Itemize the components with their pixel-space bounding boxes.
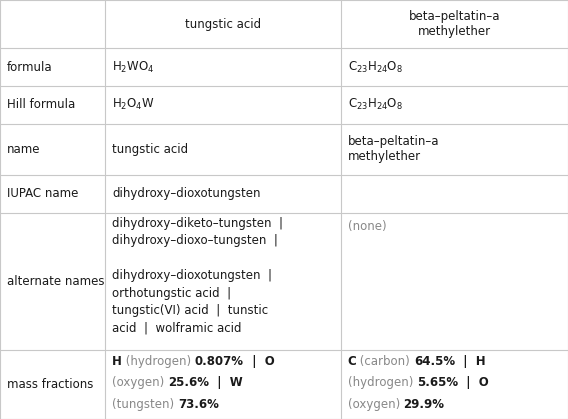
Text: (hydrogen): (hydrogen) <box>348 377 417 390</box>
Text: (oxygen): (oxygen) <box>348 398 404 411</box>
Text: $\mathregular{C_{23}H_{24}O_8}$: $\mathregular{C_{23}H_{24}O_8}$ <box>348 59 403 75</box>
Text: H: H <box>112 355 122 368</box>
Text: C: C <box>348 355 356 368</box>
Text: beta–peltatin–a
methylether: beta–peltatin–a methylether <box>408 10 500 38</box>
Text: 64.5%: 64.5% <box>414 355 455 368</box>
Text: beta–peltatin–a
methylether: beta–peltatin–a methylether <box>348 135 439 163</box>
Text: Hill formula: Hill formula <box>7 98 75 111</box>
Text: alternate names: alternate names <box>7 275 105 288</box>
Text: tungstic acid: tungstic acid <box>185 18 261 31</box>
Text: (oxygen): (oxygen) <box>112 377 168 390</box>
Text: 73.6%: 73.6% <box>178 398 219 411</box>
Text: 29.9%: 29.9% <box>404 398 445 411</box>
Text: 5.65%: 5.65% <box>417 377 458 390</box>
Text: 25.6%: 25.6% <box>168 377 209 390</box>
Text: dihydroxy–diketo–tungsten  |
dihydroxy–dioxo–tungsten  |

dihydroxy–dioxotungste: dihydroxy–diketo–tungsten | dihydroxy–di… <box>112 217 283 335</box>
Text: |  O: | O <box>458 377 488 390</box>
Text: $\mathregular{H_2O_4W}$: $\mathregular{H_2O_4W}$ <box>112 97 154 112</box>
Text: $\mathregular{H_2WO_4}$: $\mathregular{H_2WO_4}$ <box>112 59 154 75</box>
Text: |  H: | H <box>455 355 486 368</box>
Text: (tungsten): (tungsten) <box>112 398 178 411</box>
Text: (carbon): (carbon) <box>356 355 414 368</box>
Text: $\mathregular{C_{23}H_{24}O_8}$: $\mathregular{C_{23}H_{24}O_8}$ <box>348 97 403 112</box>
Text: IUPAC name: IUPAC name <box>7 187 78 200</box>
Text: (none): (none) <box>348 220 386 233</box>
Text: |  W: | W <box>209 377 243 390</box>
Text: |  O: | O <box>244 355 274 368</box>
Text: mass fractions: mass fractions <box>7 378 93 391</box>
Text: formula: formula <box>7 60 52 74</box>
Text: (hydrogen): (hydrogen) <box>122 355 195 368</box>
Text: dihydroxy–dioxotungsten: dihydroxy–dioxotungsten <box>112 187 260 200</box>
Text: 0.807%: 0.807% <box>195 355 244 368</box>
Text: name: name <box>7 143 40 156</box>
Text: tungstic acid: tungstic acid <box>112 143 188 156</box>
